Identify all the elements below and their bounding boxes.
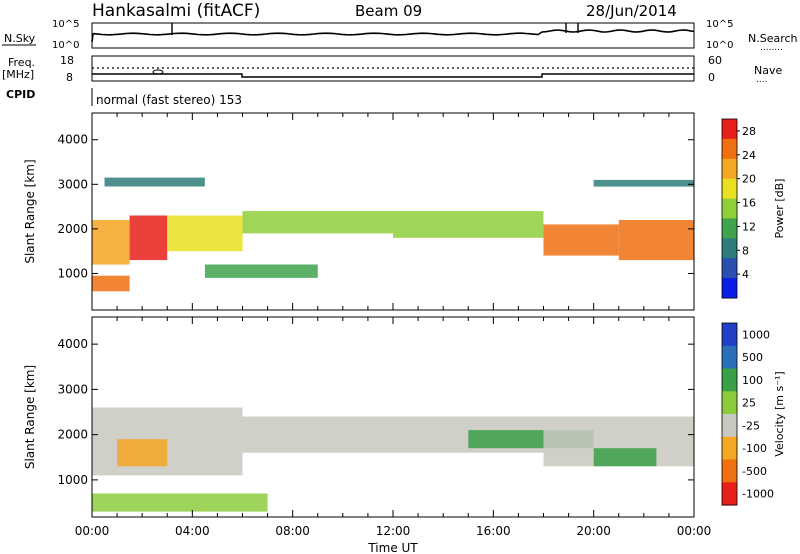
colorbar-tick-label: -500 bbox=[742, 465, 767, 478]
colorbar-segment bbox=[722, 482, 737, 506]
colorbar-segment bbox=[722, 258, 737, 279]
colorbar-segment bbox=[722, 218, 737, 239]
noise-tick-bottom-left: 10^0 bbox=[52, 40, 79, 51]
y-tick-label: 1000 bbox=[57, 266, 88, 280]
y-tick-label: 1000 bbox=[57, 473, 88, 487]
nave-label: Nave bbox=[754, 64, 782, 77]
colorbar-segment bbox=[722, 391, 737, 415]
nsky-label: N.Sky bbox=[4, 32, 36, 45]
colorbar-segment bbox=[722, 119, 737, 140]
colorbar-tick-label: 100 bbox=[742, 374, 763, 387]
colorbar-segment bbox=[722, 278, 737, 299]
cpid-label: CPID bbox=[6, 88, 35, 101]
freq-tick-top: 18 bbox=[60, 54, 74, 67]
noise-tick-bottom-right: 10^0 bbox=[706, 40, 733, 51]
colorbar-segment bbox=[722, 414, 737, 438]
colorbar-label: Velocity [m s⁻¹] bbox=[773, 371, 786, 456]
colorbar-segment bbox=[722, 178, 737, 200]
noise-tick-top-left: 10^5 bbox=[52, 19, 79, 30]
y-tick-label: 3000 bbox=[57, 382, 88, 396]
colorbar-tick-label: -25 bbox=[742, 419, 760, 432]
station-title: Hankasalmi (fitACF) bbox=[92, 1, 260, 21]
freq-panel: Freq. [MHz] 18 8 60 0 Nave .... bbox=[2, 54, 782, 85]
x-tick-label: 04:00 bbox=[175, 524, 210, 538]
colorbar-tick-label: 1000 bbox=[742, 328, 770, 341]
colorbar-frame bbox=[721, 118, 738, 299]
cpid-value: normal (fast stereo) 153 bbox=[96, 93, 242, 107]
power-panel: 1000 2000 3000 4000 Slant Range [km] 4 8 12 16 20… bbox=[23, 112, 786, 311]
freq-line bbox=[92, 73, 694, 78]
data-band bbox=[104, 177, 205, 187]
data-band bbox=[618, 220, 695, 261]
data-band bbox=[242, 211, 393, 234]
colorbar-tick-label: 25 bbox=[742, 397, 756, 410]
colorbar-tick-label: -100 bbox=[742, 442, 767, 455]
data-band bbox=[543, 224, 619, 256]
data-band bbox=[92, 275, 130, 292]
x-tick-label: 12:00 bbox=[376, 524, 411, 538]
x-axis-label: Time UT bbox=[367, 541, 418, 554]
colorbar-tick-label: 28 bbox=[742, 125, 756, 138]
colorbar-segment bbox=[722, 198, 737, 219]
data-band bbox=[129, 215, 168, 261]
data-band bbox=[204, 264, 318, 278]
colorbar-label: Power [dB] bbox=[773, 179, 786, 239]
freq-label: Freq. bbox=[8, 56, 35, 69]
colorbar-tick-label: 500 bbox=[742, 351, 763, 364]
colorbar-tick-label: -1000 bbox=[742, 488, 774, 501]
colorbar-tick-label: 16 bbox=[742, 197, 756, 210]
colorbar-tick-label: 12 bbox=[742, 220, 756, 233]
data-band bbox=[117, 439, 168, 467]
noise-tick-top-right: 10^5 bbox=[706, 19, 733, 30]
x-tick-label: 00:00 bbox=[75, 524, 110, 538]
data-band bbox=[393, 211, 544, 238]
noise-sky-line bbox=[91, 29, 695, 43]
y-tick-label: 3000 bbox=[57, 177, 88, 191]
colorbar-segment bbox=[722, 323, 737, 347]
colorbar-segment bbox=[722, 138, 737, 160]
freq-unit: [MHz] bbox=[2, 68, 34, 81]
freq-blip bbox=[152, 69, 164, 75]
nave-legend: .... bbox=[756, 75, 767, 85]
data-band bbox=[167, 215, 243, 252]
colorbar-segment bbox=[722, 345, 737, 370]
x-tick-label: 00:00 bbox=[677, 524, 712, 538]
data-band bbox=[92, 493, 268, 512]
nsearch-label: N.Search bbox=[748, 32, 798, 45]
cpid-panel: CPID normal (fast stereo) 153 bbox=[6, 88, 242, 107]
noise-panel: N.Sky 10^5 10^0 10^5 10^0 N.Search .....… bbox=[2, 19, 798, 53]
colorbar-segment bbox=[722, 368, 737, 392]
data-band bbox=[92, 220, 130, 265]
y-tick-label: 2000 bbox=[57, 222, 88, 236]
beam-title: Beam 09 bbox=[355, 2, 422, 20]
y-axis-label: Slant Range [km] bbox=[23, 365, 37, 469]
nsearch-legend: ........ bbox=[760, 43, 783, 53]
x-tick-label: 08:00 bbox=[275, 524, 310, 538]
y-tick-label: 4000 bbox=[57, 337, 88, 351]
x-tick-label: 20:00 bbox=[576, 524, 611, 538]
nave-tick-bottom: 0 bbox=[708, 71, 715, 84]
velocity-panel: 1000 2000 3000 4000 00:00 04:00 08:00 12:00 16:0… bbox=[23, 316, 786, 538]
x-tick-label: 16:00 bbox=[476, 524, 511, 538]
y-axis-label: Slant Range [km] bbox=[23, 159, 37, 263]
data-band bbox=[593, 179, 694, 187]
colorbar-segment bbox=[722, 459, 737, 483]
date-title: 28/Jun/2014 bbox=[586, 2, 677, 20]
colorbar-tick-label: 4 bbox=[742, 268, 749, 281]
y-tick-label: 2000 bbox=[57, 428, 88, 442]
data-band bbox=[593, 448, 657, 467]
colorbar-tick-label: 20 bbox=[742, 173, 756, 186]
colorbar-tick-label: 24 bbox=[742, 149, 756, 162]
colorbar-segment bbox=[722, 158, 737, 180]
freq-tick-bottom: 8 bbox=[66, 71, 73, 84]
colorbar-segment bbox=[722, 436, 737, 461]
colorbar-tick-label: 8 bbox=[742, 244, 749, 257]
y-tick-label: 4000 bbox=[57, 133, 88, 147]
colorbar-frame bbox=[721, 322, 738, 506]
nave-tick-top: 60 bbox=[708, 54, 722, 67]
colorbar-segment bbox=[722, 238, 737, 259]
